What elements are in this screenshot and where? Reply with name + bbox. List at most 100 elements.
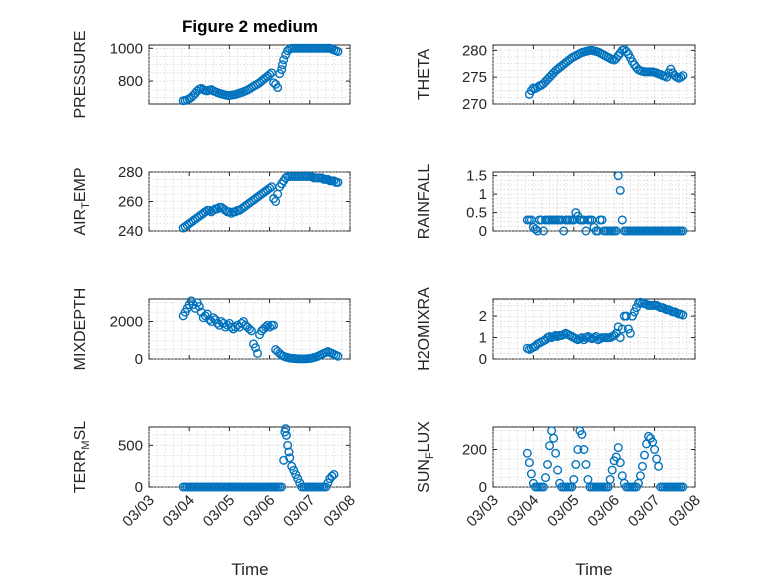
data-point: [581, 226, 591, 236]
subplot-h2omixra: 0 1 2 H2OMIXRA: [416, 287, 696, 371]
data-point: [678, 71, 688, 81]
data-point: [279, 55, 289, 65]
data-point: [597, 215, 607, 225]
data-point: [333, 47, 343, 57]
y-tick-label: 270: [462, 96, 487, 113]
data-point: [623, 324, 633, 334]
x-tick-label: 03/04: [159, 492, 198, 531]
data-point: [613, 171, 623, 181]
data-point: [323, 478, 333, 488]
data-point: [522, 448, 532, 458]
data-point: [678, 482, 688, 492]
data-point: [283, 440, 293, 450]
y-axis-label: TERRMSL: [72, 421, 92, 493]
data-point: [293, 474, 303, 484]
data-point: [539, 226, 549, 236]
y-tick-label: 200: [462, 442, 487, 459]
y-axis-label: AIRTEMP: [72, 167, 92, 235]
y-tick-label: 1000: [110, 40, 143, 57]
data-point: [676, 72, 686, 82]
data-point: [321, 482, 331, 492]
data-point: [194, 302, 204, 312]
data-point: [244, 324, 254, 334]
y-axis-label: SUNFLUX: [416, 421, 436, 493]
data-point: [613, 443, 623, 453]
x-tick-label: 03/08: [665, 492, 704, 531]
data-point: [625, 328, 635, 338]
subplot-mixdepth: 0 2000 MIXDEPTH: [72, 288, 351, 370]
data-point: [678, 226, 688, 236]
data-point: [532, 226, 542, 236]
x-tick-label: 03/06: [240, 492, 279, 531]
data-point: [629, 307, 639, 317]
data-point: [607, 465, 617, 475]
subplot-rainfall: 00.5 11.5 RAINFALL: [416, 164, 696, 240]
data-point: [263, 320, 273, 330]
y-axis-label: RAINFALL: [416, 164, 433, 240]
data-point: [654, 461, 664, 471]
data-point: [323, 174, 333, 184]
data-point: [581, 460, 591, 470]
data-point: [571, 460, 581, 470]
data-point: [541, 473, 551, 483]
data-point: [277, 65, 287, 75]
y-tick-label: 0: [479, 223, 487, 240]
data-point: [573, 445, 583, 455]
y-tick-label: 240: [118, 223, 143, 240]
data-point: [289, 465, 299, 475]
y-tick-label: 500: [118, 437, 143, 454]
data-point: [273, 83, 283, 93]
data-point: [617, 324, 627, 334]
x-tick-label: 03/07: [625, 492, 664, 531]
data-point: [277, 60, 287, 70]
data-point: [317, 173, 327, 183]
x-tick-label: 03/07: [280, 492, 319, 531]
data-point: [251, 343, 261, 353]
data-point: [650, 445, 660, 455]
y-tick-label: 0: [135, 479, 143, 496]
data-point: [615, 458, 625, 468]
y-tick-label: 0: [479, 479, 487, 496]
y-tick-label: 1: [479, 330, 487, 347]
data-point: [621, 46, 631, 56]
y-tick-label: 1.5: [466, 168, 487, 185]
x-axis-label-right: Time: [575, 560, 612, 579]
y-tick-label: 275: [462, 69, 487, 86]
data-point: [281, 430, 291, 440]
x-tick-label: 03/03: [463, 492, 502, 531]
subplot-pressure: 800 1000 PRESSURE: [72, 30, 351, 119]
x-tick-label: 03/08: [320, 492, 359, 531]
data-point: [261, 322, 271, 332]
data-point: [285, 453, 295, 463]
data-point: [247, 326, 257, 336]
data-point: [551, 448, 561, 458]
data-point: [329, 470, 339, 480]
data-point: [579, 445, 589, 455]
data-point: [333, 351, 343, 361]
y-tick-label: 2000: [110, 314, 143, 331]
data-point: [559, 226, 569, 236]
y-tick-label: 0: [135, 351, 143, 368]
data-point: [269, 320, 279, 330]
subplot-theta: 270 275 280 THETA: [416, 42, 696, 113]
subplot-sun_flux: 03/03 03/04 03/05 03/06 03/07 03/08 0 200 SUNFLU…: [416, 421, 704, 531]
data-point: [333, 177, 343, 187]
data-point: [291, 470, 301, 480]
data-point: [253, 348, 263, 358]
data-point: [327, 471, 337, 481]
data-point: [635, 471, 645, 481]
data-point: [621, 311, 631, 321]
data-point: [265, 183, 275, 193]
data-point: [637, 461, 647, 471]
data-point: [287, 461, 297, 471]
data-point: [549, 433, 559, 443]
x-tick-label: 03/05: [200, 492, 239, 531]
x-tick-label: 03/06: [584, 492, 623, 531]
data-point: [543, 460, 553, 470]
plot-area: [148, 426, 351, 488]
x-tick-label: 03/03: [119, 492, 158, 531]
data-point: [577, 430, 587, 440]
data-point: [284, 447, 294, 457]
